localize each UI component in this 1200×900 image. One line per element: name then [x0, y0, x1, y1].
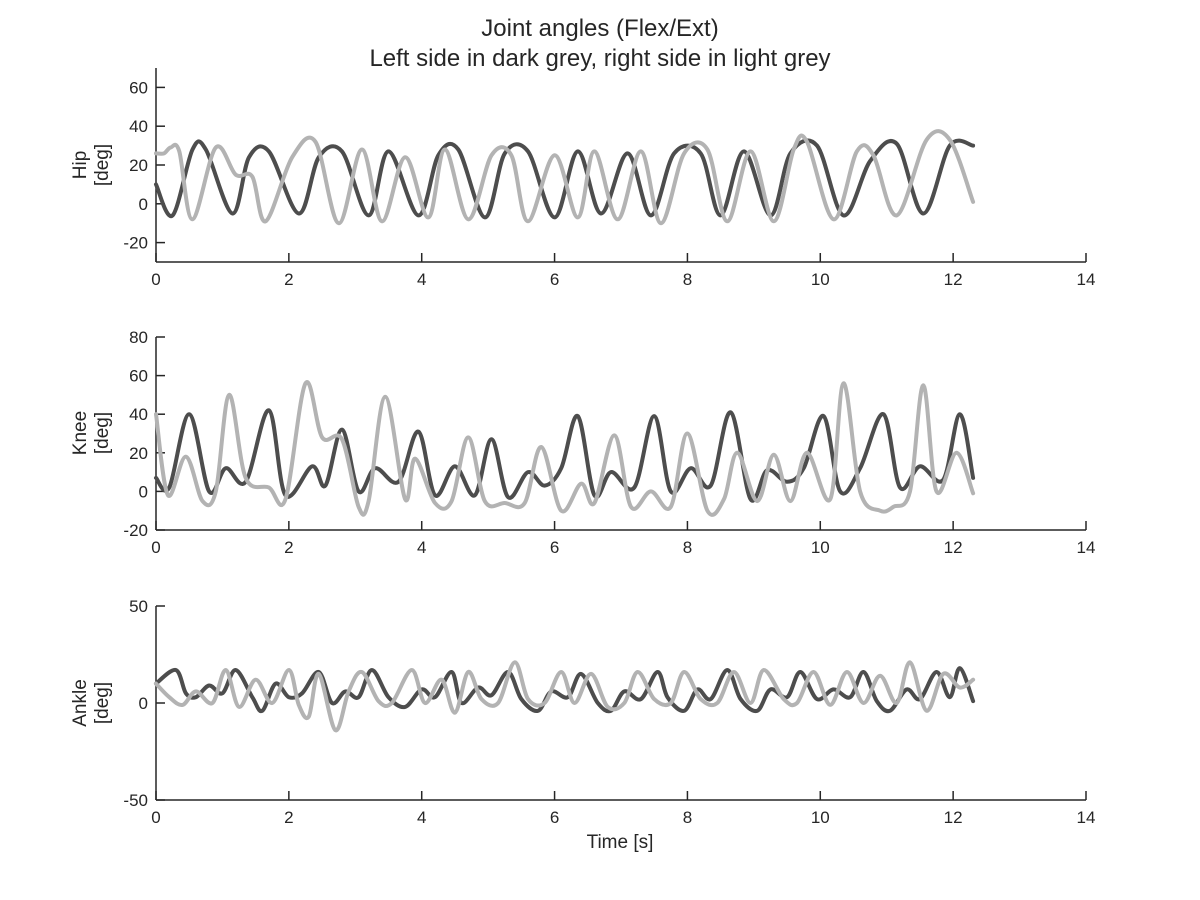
hip-x-tick-label: 12 [944, 270, 963, 289]
hip-y-tick-label: 40 [129, 117, 148, 136]
knee-x-tick-label: 0 [151, 538, 160, 557]
knee-ylabel-text: Knee [70, 411, 91, 455]
hip-right-series-line [154, 129, 976, 226]
ankle-y-tick-label: 0 [139, 694, 148, 713]
knee-x-tick-label: 2 [284, 538, 293, 557]
knee-ylabel-unit: [deg] [92, 412, 113, 454]
ankle-series [154, 660, 976, 733]
knee-series [154, 380, 976, 517]
hip-y-tick-label: 0 [139, 195, 148, 214]
knee-x-tick-label: 10 [811, 538, 830, 557]
hip-x-tick-label: 14 [1077, 270, 1096, 289]
knee-x-tick-label: 12 [944, 538, 963, 557]
hip-y-tick-label: 60 [129, 78, 148, 97]
ankle-ylabel: Ankle [deg] [70, 679, 113, 727]
knee-ylabel: Knee [deg] [70, 411, 113, 455]
hip-x-tick-label: 0 [151, 270, 160, 289]
knee-x-tick-label: 6 [550, 538, 559, 557]
knee-y-tick-label: -20 [123, 521, 148, 540]
hip-left-series-line [154, 138, 976, 220]
hip-x-tick-label: 2 [284, 270, 293, 289]
ankle-x-tick-label: 4 [417, 808, 426, 827]
ankle-x-tick-label: 6 [550, 808, 559, 827]
hip-series [154, 129, 976, 226]
ankle-y-tick-label: -50 [123, 791, 148, 810]
hip-x-tick-label: 6 [550, 270, 559, 289]
hip-ylabel-unit: [deg] [92, 144, 113, 186]
knee-right-series-line [154, 380, 976, 517]
knee-y-tick-label: 0 [139, 482, 148, 501]
ankle-x-tick-label: 0 [151, 808, 160, 827]
ankle-xlabel: Time [s] [587, 832, 654, 853]
ankle-x-tick-label: 8 [683, 808, 692, 827]
ankle-x-tick-label: 10 [811, 808, 830, 827]
knee-y-tick-label: 20 [129, 444, 148, 463]
hip-ylabel: Hip [deg] [70, 144, 113, 186]
hip-x-tick-label: 8 [683, 270, 692, 289]
ankle-y-tick-label: 50 [129, 597, 148, 616]
knee-y-tick-label: 60 [129, 367, 148, 386]
ankle-x-tick-label: 2 [284, 808, 293, 827]
knee-x-tick-label: 8 [683, 538, 692, 557]
figure-title: Joint angles (Flex/Ext) [481, 15, 718, 42]
ankle-ylabel-text: Ankle [70, 679, 91, 727]
knee-y-tick-label: 40 [129, 405, 148, 424]
hip-y-tick-label: 20 [129, 156, 148, 175]
hip-y-tick-label: -20 [123, 234, 148, 253]
knee-x-tick-label: 14 [1077, 538, 1096, 557]
ankle-ylabel-unit: [deg] [92, 682, 113, 724]
ankle-x-tick-label: 14 [1077, 808, 1096, 827]
knee-y-tick-label: 80 [129, 328, 148, 347]
knee-x-tick-label: 4 [417, 538, 426, 557]
figure-subtitle: Left side in dark grey, right side in li… [369, 45, 830, 72]
hip-x-tick-label: 4 [417, 270, 426, 289]
ankle-left-series-line [154, 666, 976, 714]
hip-x-tick-label: 10 [811, 270, 830, 289]
hip-ylabel-text: Hip [70, 151, 91, 180]
ankle-right-series-line [154, 660, 976, 733]
ankle-x-tick-label: 12 [944, 808, 963, 827]
